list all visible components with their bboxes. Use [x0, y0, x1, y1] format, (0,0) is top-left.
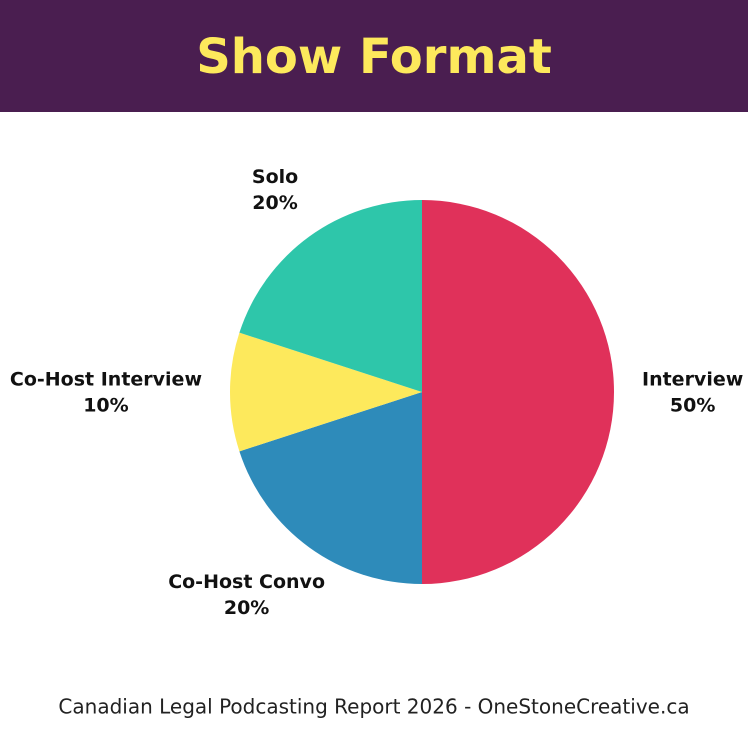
slice-value-label: 20% — [252, 192, 297, 214]
chart-title: Show Format — [196, 29, 552, 85]
slice-label: Solo — [252, 166, 298, 188]
pie-slice — [239, 392, 422, 584]
slice-label: Co-Host Convo — [168, 571, 325, 593]
pie-slice — [230, 332, 422, 452]
pie-slice — [422, 200, 614, 584]
header-band — [0, 0, 748, 112]
slice-label: Interview — [642, 369, 743, 391]
slice-value-label: 10% — [83, 395, 128, 417]
footer: Canadian Legal Podcasting Report 2026 - … — [58, 695, 689, 719]
slice-label: Co-Host Interview — [10, 369, 202, 391]
slice-value-label: 50% — [670, 395, 715, 417]
pie-slice — [239, 200, 422, 392]
slice-value-label: 20% — [224, 597, 269, 619]
